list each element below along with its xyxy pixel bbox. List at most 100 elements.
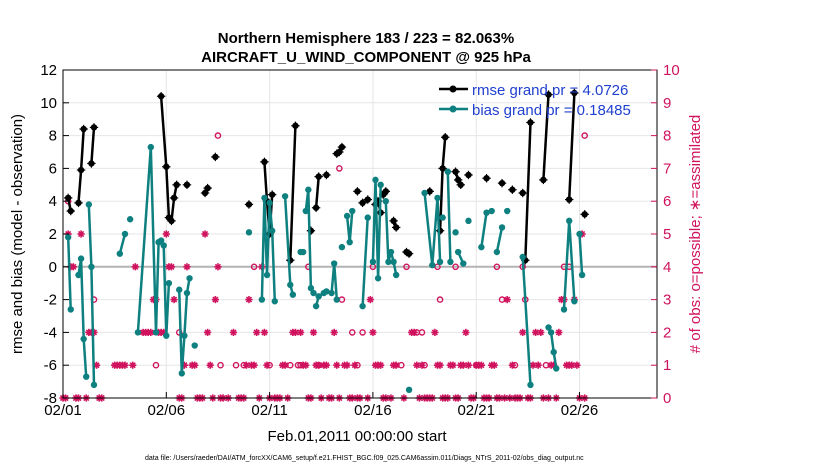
bias-point [268,227,276,234]
obs-assimilated-marker [69,263,77,271]
bias-point [454,248,462,256]
obs-assimilated-marker [366,296,374,304]
rmse-point [456,180,465,189]
bias-point [83,373,90,380]
bias-point [346,239,353,246]
bias-point [134,329,142,336]
x-tick-label: 02/21 [457,402,495,419]
bias-point [504,207,511,215]
obs-assimilated-marker [214,263,222,271]
obs-assimilated-marker [537,328,545,336]
bias-point [121,230,129,238]
bias-point [444,168,452,175]
bias-point [560,306,568,313]
x-tick-label: 02/11 [251,402,287,419]
obs-assimilated-marker [333,361,341,369]
y2-tick-label: 2 [663,324,671,341]
bias-point [436,258,444,266]
bias-point [374,275,382,282]
bias-point [90,381,98,389]
obs-assimilated-marker [253,328,261,336]
y-tick-label: 10 [40,95,57,112]
x-axis-label: Feb.01,2011 00:00:00 start [267,428,447,445]
bias-point [152,329,160,336]
bias-point [359,302,366,310]
obs-assimilated-marker [322,361,331,369]
rmse-point [497,178,507,188]
y-tick-label: -6 [44,357,57,374]
obs-assimilated-marker [201,230,209,238]
rmse-line [567,92,576,200]
rmse-point [260,157,269,167]
legend-bias-label: bias grand pr = 0.18485 [472,102,631,119]
y-tick-label: 2 [49,226,57,243]
rmse-point [200,188,210,198]
y-tick-label: 8 [49,128,57,145]
rmse-point [451,167,460,176]
obs-assimilated-marker [351,361,359,369]
obs-assimilated-marker [162,230,170,238]
obs-assimilated-marker [477,361,485,369]
bias-point [299,248,307,256]
y-tick-label: -4 [44,324,57,341]
footer-data-file: data file: /Users/raeder/DAI/ATM_forcXX/… [145,455,584,462]
obs-possible-marker [581,132,588,139]
obs-assimilated-marker [377,361,385,369]
obs-assimilated-marker [431,328,439,336]
bias-point [126,216,134,223]
bias-point [421,189,428,197]
bias-point [315,293,322,300]
obs-possible-marker [152,361,160,369]
x-tick-label: 02/26 [561,402,599,419]
rmse-point [518,188,527,198]
bias-point [465,217,472,225]
rmse-point [363,195,372,204]
obs-assimilated-marker [245,296,253,304]
obs-assimilated-marker [260,328,269,336]
bias-point [385,258,392,266]
rmse-point [335,147,344,157]
bias-line [361,217,369,307]
obs-assimilated-marker [410,328,418,336]
obs-assimilated-marker [131,263,139,271]
bias-line [578,233,584,276]
bias-point [377,181,384,188]
obs-assimilated-marker [459,361,467,369]
obs-assimilated-marker [573,361,581,369]
bias-point [80,335,87,343]
obs-possible-marker [214,132,222,139]
chart-title: Northern Hemisphere 183 / 223 = 82.063% [218,30,514,47]
y2-tick-label: 0 [663,390,671,407]
y2-tick-label: 7 [663,160,671,177]
rmse-point [381,187,391,196]
rmse-point [291,121,300,130]
y-tick-label: 0 [49,259,57,276]
axis-ticks: 02/01 02/06 02/11 02/16 02/21 02/26 -8 -6 -4 -2 0 2… [40,62,679,419]
obs-assimilated-marker [211,296,219,304]
rmse-point [544,90,553,99]
y2-tick-label: 10 [663,62,680,79]
rmse-point [526,118,535,127]
rmse-line [524,122,532,261]
rmse-point [244,200,254,209]
bias-line [136,145,171,337]
obs-assimilated-marker [167,263,176,271]
bias-point [64,234,72,241]
bias-point [483,209,490,216]
bias-point [147,143,155,151]
y2-tick-label: 6 [663,193,671,210]
x-tick-label: 02/06 [148,402,186,419]
y-tick-label: 4 [49,193,57,210]
obs-assimilated-marker [121,361,129,369]
obs-assimilated-marker [343,361,351,369]
y-tick-label: 6 [49,160,57,177]
bias-point [571,298,578,305]
legend-bias-marker [449,105,457,113]
y2-tick-label: 3 [663,292,671,309]
y2-axis-label: # of obs: o=possible; ∗=assimilated [687,115,704,354]
rmse-point [203,183,212,193]
obs-possible-marker [493,263,501,271]
obs-assimilated-marker [503,296,511,304]
bias-line [66,237,72,310]
bias-point [452,229,459,236]
